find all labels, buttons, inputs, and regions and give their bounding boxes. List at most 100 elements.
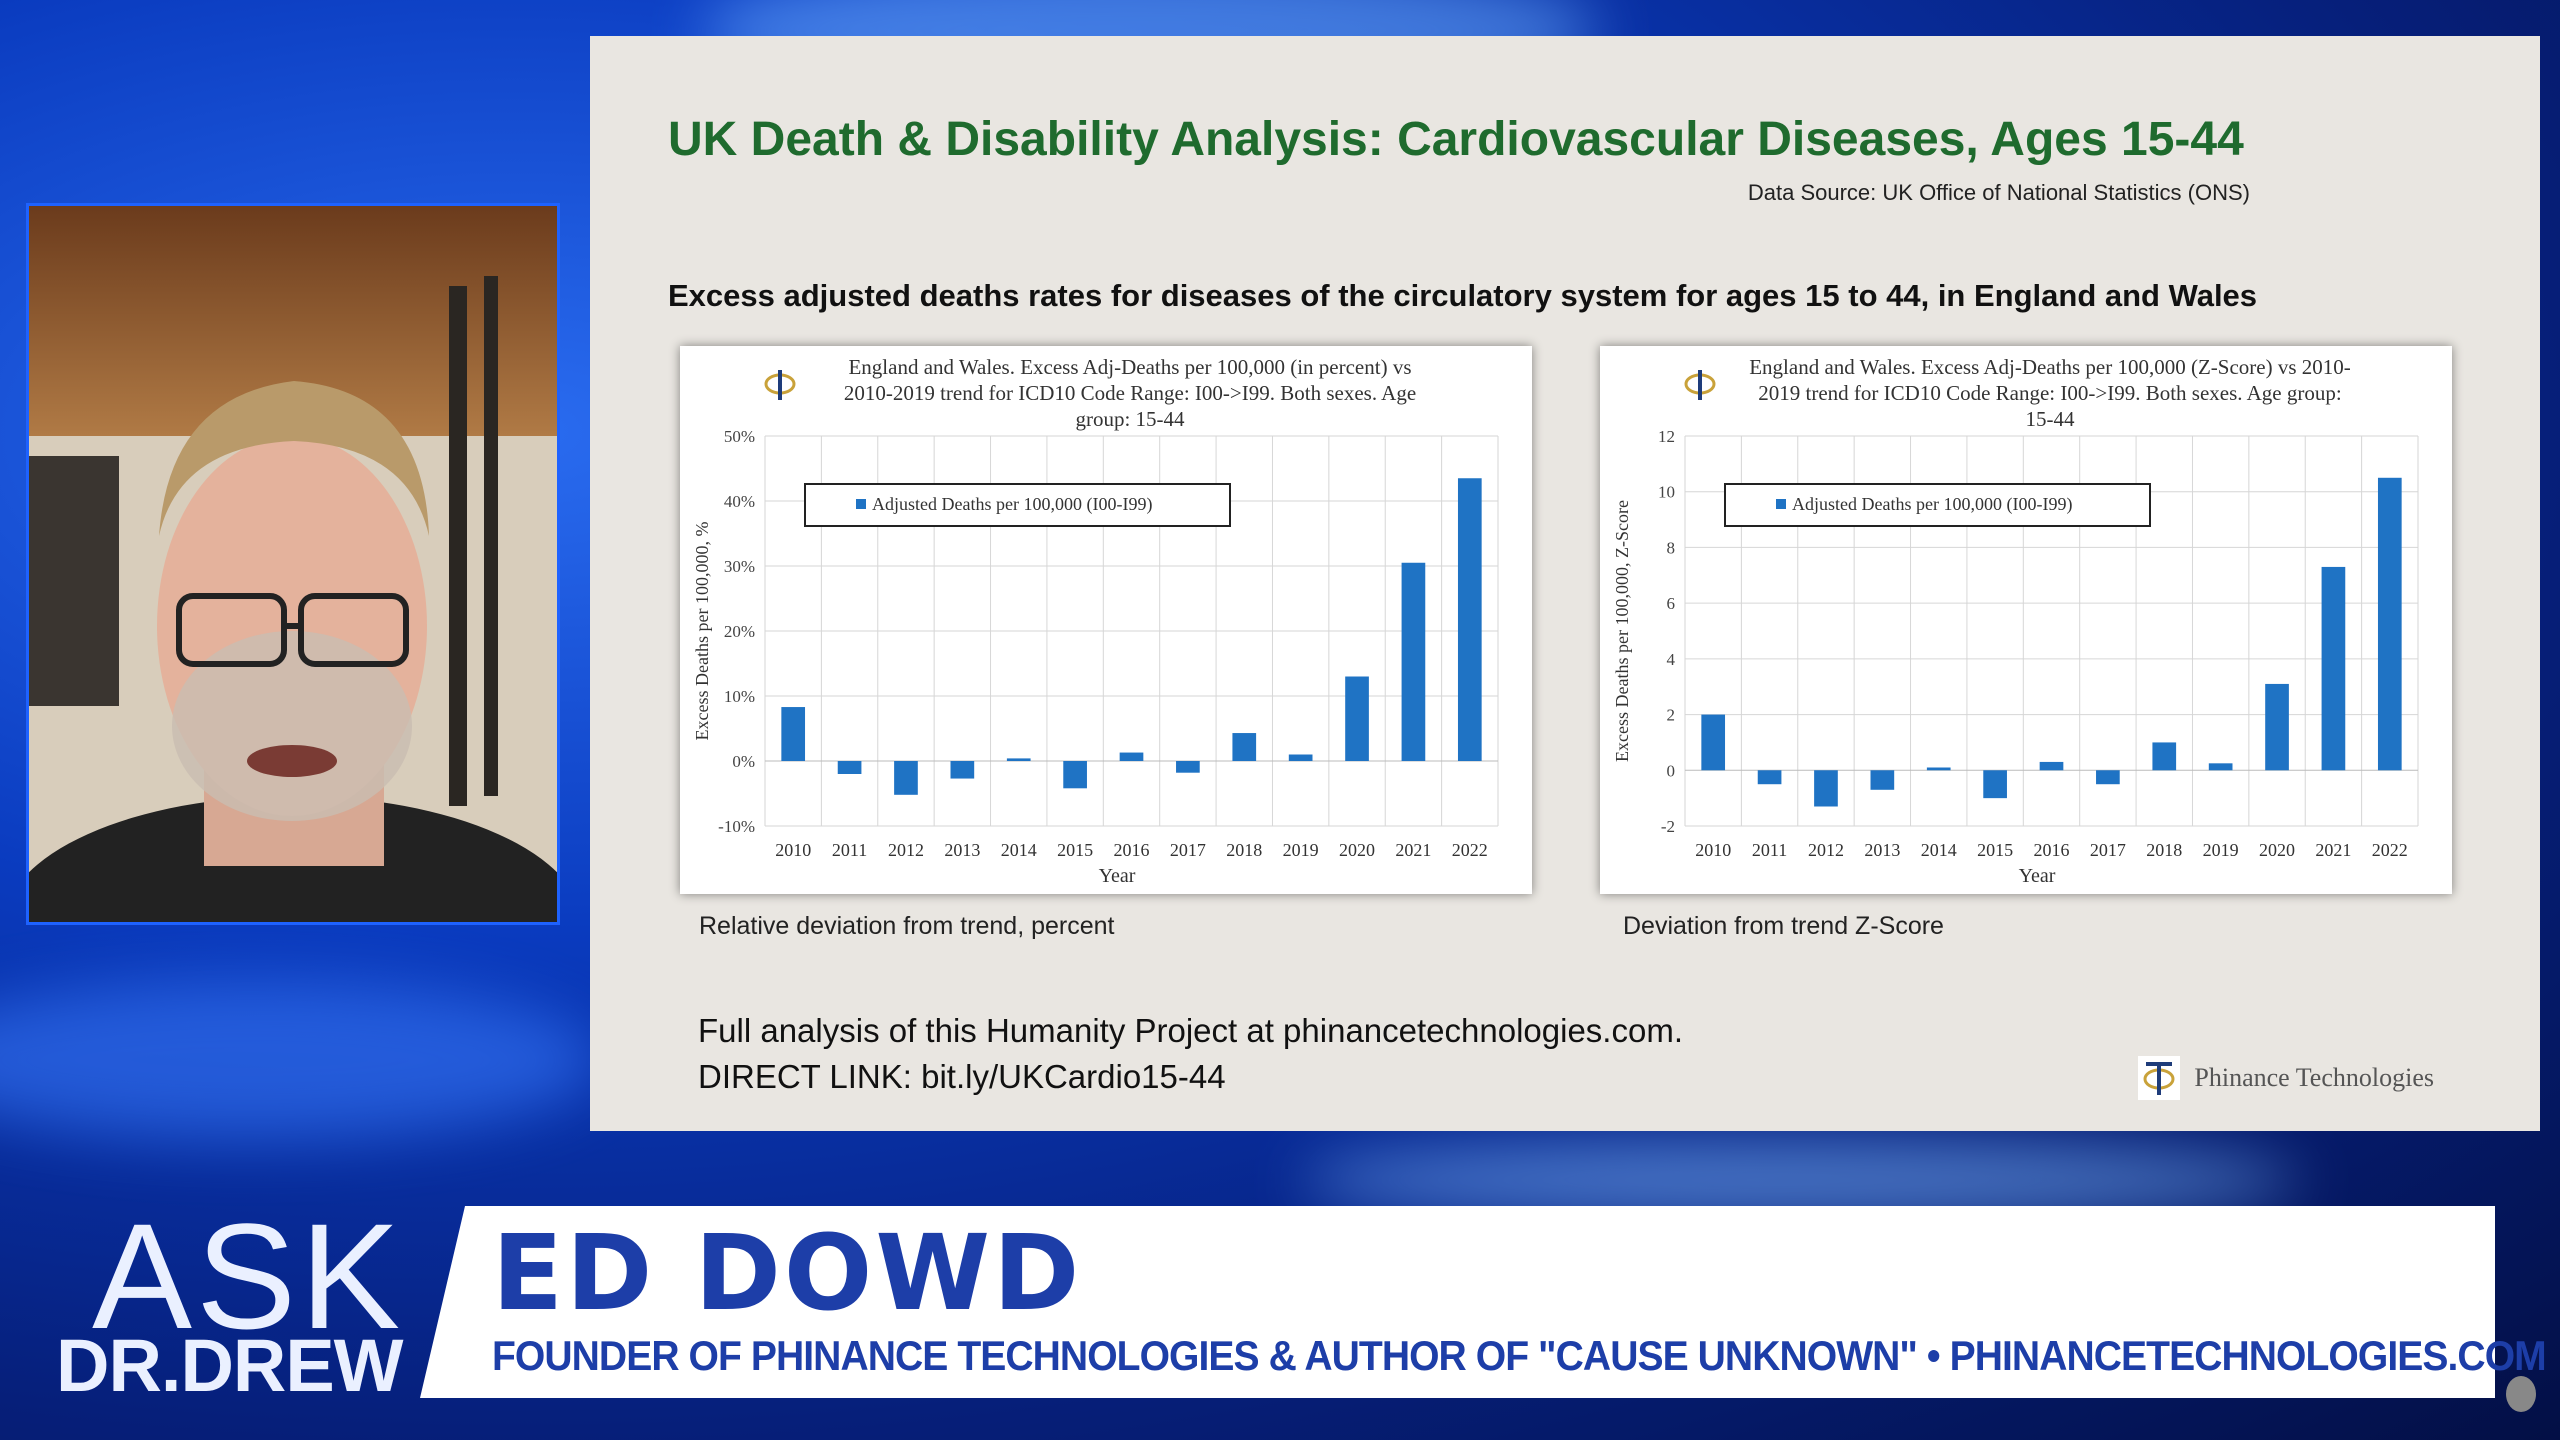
- chart-bar: [1701, 714, 1726, 771]
- chart-ytick-label: 10%: [724, 687, 755, 706]
- brand: Phinance Technologies: [2138, 1056, 2434, 1100]
- chart-bar: [2265, 683, 2289, 771]
- chart-xtick-label: 2020: [2259, 840, 2295, 860]
- chart-xtick-label: 2011: [1752, 840, 1787, 860]
- chart-ytick-label: 0%: [732, 752, 755, 771]
- chart-zscore: England and Wales. Excess Adj-Deaths per…: [1612, 355, 2419, 887]
- chart-ytick-label: 8: [1667, 538, 1676, 557]
- show-logo: ASK DR.DREW: [52, 1201, 404, 1406]
- chart-xtick-label: 2013: [944, 840, 980, 860]
- chart-title-line: group: 15-44: [1075, 407, 1185, 431]
- chart-ytick-label: 40%: [724, 492, 755, 511]
- chart-bar: [1457, 478, 1482, 761]
- chart-xtick-label: 2015: [1057, 840, 1093, 860]
- chart-bar: [1232, 733, 1257, 761]
- chart-zscore-card: England and Wales. Excess Adj-Deaths per…: [1600, 346, 2452, 894]
- slide-data-source: Data Source: UK Office of National Stati…: [1747, 180, 2250, 205]
- chart-bar: [2208, 763, 2233, 771]
- chart-bar: [2096, 770, 2120, 785]
- chart-xtick-label: 2018: [1226, 840, 1262, 860]
- chart-bar: [1119, 752, 1144, 761]
- chart-bar: [2321, 566, 2346, 771]
- chart-xtick-label: 2016: [2034, 840, 2070, 860]
- footer-direct-link: DIRECT LINK: bit.ly/UKCardio15-44: [698, 1058, 1226, 1095]
- chart-xtick-label: 2022: [2372, 840, 2408, 860]
- phinance-logo-icon: [2138, 1056, 2181, 1100]
- chart-bar: [1063, 761, 1087, 789]
- chart-x-axis-label: Year: [1099, 865, 1136, 887]
- chart-ytick-label: 4: [1667, 650, 1676, 669]
- chart-xtick-label: 2021: [2315, 840, 2351, 860]
- chart-legend-label: Adjusted Deaths per 100,000 (I00-I99): [1792, 494, 2072, 515]
- chart-xtick-label: 2012: [888, 840, 924, 860]
- chart-xtick-label: 2019: [2203, 840, 2239, 860]
- caption-zscore: Deviation from trend Z-Score: [1623, 912, 1944, 940]
- chart-title-line: 2010-2019 trend for ICD10 Code Range: I0…: [844, 381, 1416, 405]
- chart-ytick-label: 20%: [724, 622, 755, 641]
- chart-bar: [1288, 754, 1313, 761]
- guest-title: FOUNDER OF PHINANCE TECHNOLOGIES & AUTHO…: [492, 1332, 2547, 1379]
- chart-bar: [1176, 761, 1200, 773]
- chart-xtick-label: 2016: [1114, 840, 1150, 860]
- chart-ytick-label: -2: [1661, 817, 1675, 836]
- chart-title-line: England and Wales. Excess Adj-Deaths per…: [848, 355, 1411, 379]
- chart-y-axis-label: Excess Deaths per 100,000, Z-Score: [1612, 500, 1632, 762]
- presenter-video-frame: [29, 206, 557, 922]
- chart-bar: [781, 707, 806, 761]
- chart-ytick-label: 2: [1667, 706, 1676, 725]
- chart-xtick-label: 2017: [2090, 840, 2126, 860]
- chart-bar: [1926, 767, 1951, 771]
- guest-name: ED DOWD: [492, 1212, 1083, 1334]
- chart-xtick-label: 2011: [832, 840, 867, 860]
- chart-logo-icon: [1684, 370, 1716, 400]
- footer-analysis-link: Full analysis of this Humanity Project a…: [698, 1012, 1683, 1049]
- chart-percent: England and Wales. Excess Adj-Deaths per…: [692, 355, 1499, 887]
- background-glow: [0, 980, 600, 1140]
- chart-ytick-label: 6: [1667, 594, 1676, 613]
- chart-logo-icon: [764, 370, 796, 400]
- chart-bar: [1006, 758, 1031, 761]
- chart-xtick-label: 2015: [1977, 840, 2013, 860]
- chart-legend-box: [1724, 483, 2151, 527]
- chart-xtick-label: 2018: [2146, 840, 2182, 860]
- slide-subtitle: Excess adjusted deaths rates for disease…: [668, 278, 2258, 313]
- presentation-slide: UK Death & Disability Analysis: Cardiova…: [590, 36, 2540, 1131]
- chart-bar: [1401, 562, 1426, 761]
- chart-xtick-label: 2010: [1695, 840, 1731, 860]
- chart-xtick-label: 2021: [1395, 840, 1431, 860]
- chart-y-axis-label: Excess Deaths per 100,000, %: [692, 522, 712, 741]
- chart-ytick-label: 50%: [724, 427, 755, 446]
- chart-xtick-label: 2022: [1452, 840, 1488, 860]
- chart-title-line: 15-44: [2026, 407, 2075, 431]
- lower-third-bar: [420, 1206, 2495, 1398]
- show-logo-drdrew: DR.DREW: [56, 1324, 404, 1407]
- chart-bar: [837, 761, 862, 774]
- chart-xtick-label: 2020: [1339, 840, 1375, 860]
- chart-legend-swatch: [1776, 499, 1786, 509]
- chart-legend-label: Adjusted Deaths per 100,000 (I00-I99): [872, 494, 1152, 515]
- chart-xtick-label: 2013: [1864, 840, 1900, 860]
- chart-bar: [1814, 770, 1838, 807]
- slide-title: UK Death & Disability Analysis: Cardiova…: [668, 113, 2244, 166]
- chart-ytick-label: 12: [1658, 427, 1675, 446]
- chart-ytick-label: 0: [1667, 761, 1676, 780]
- show-logo-ask: ASK: [92, 1192, 405, 1360]
- chart-bar: [1757, 770, 1782, 785]
- chart-ytick-label: 10: [1658, 483, 1675, 502]
- chart-xtick-label: 2014: [1001, 840, 1037, 860]
- chart-bar: [2039, 761, 2064, 771]
- chart-xtick-label: 2017: [1170, 840, 1206, 860]
- chart-legend-box: [804, 483, 1231, 527]
- chart-xtick-label: 2019: [1283, 840, 1319, 860]
- chart-percent-card: England and Wales. Excess Adj-Deaths per…: [680, 346, 1532, 894]
- chart-ytick-label: 30%: [724, 557, 755, 576]
- caption-percent: Relative deviation from trend, percent: [699, 912, 1115, 940]
- chart-xtick-label: 2010: [775, 840, 811, 860]
- chart-bar: [894, 761, 918, 795]
- chart-legend-swatch: [856, 499, 866, 509]
- corner-avatar: [2506, 1376, 2536, 1412]
- brand-name: Phinance Technologies: [2194, 1063, 2434, 1092]
- chart-title-line: England and Wales. Excess Adj-Deaths per…: [1749, 355, 2351, 379]
- chart-xtick-label: 2012: [1808, 840, 1844, 860]
- chart-ytick-label: -10%: [718, 817, 755, 836]
